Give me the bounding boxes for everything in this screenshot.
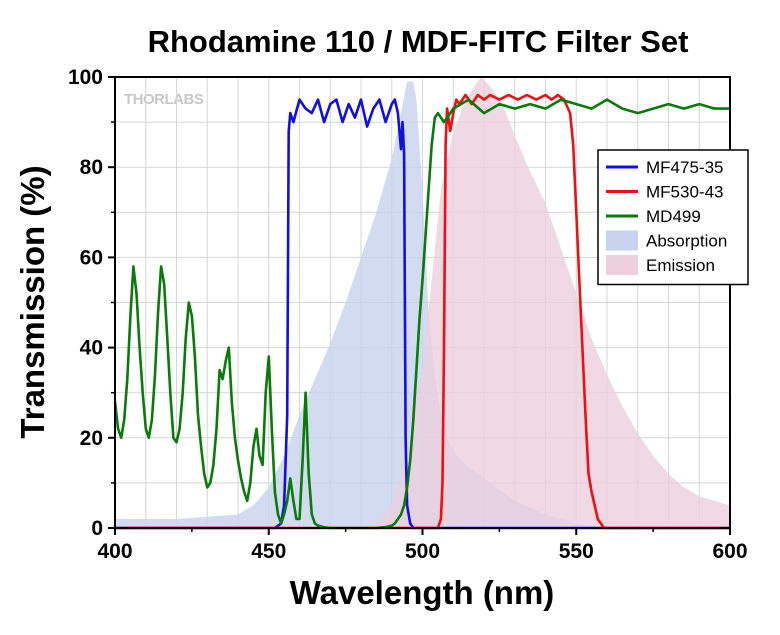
legend-swatch-emission <box>606 255 638 275</box>
legend: MF475-35 MF530-43 MD499 Absorption Emission <box>597 149 749 286</box>
y-tick-label: 100 <box>68 66 103 89</box>
legend-label-absorption: Absorption <box>646 232 727 251</box>
legend-label-mf475-35: MF475-35 <box>646 158 723 177</box>
plot-area: 400 450 500 550 600 0 20 40 60 80 100 MF475-35 MF530… <box>68 66 749 563</box>
y-tick-label: 40 <box>80 337 103 360</box>
watermark-logo: THORLABS <box>124 91 204 108</box>
y-tick-label: 20 <box>80 427 103 450</box>
x-tick-label: 550 <box>559 540 594 563</box>
y-axis-label: Transmission (%) <box>14 165 51 438</box>
x-tick-label: 450 <box>251 540 286 563</box>
y-tick-label: 80 <box>80 156 103 179</box>
series-area-emission <box>115 77 730 528</box>
x-tick-label: 500 <box>405 540 440 563</box>
series-line-md499 <box>113 98 730 530</box>
y-tick-label: 60 <box>80 246 103 269</box>
legend-label-md499: MD499 <box>646 207 701 226</box>
legend-swatch-absorption <box>606 230 638 251</box>
series-line-mf475-35 <box>115 98 730 530</box>
x-tick-label: 600 <box>712 540 747 563</box>
x-tick-label: 400 <box>97 540 132 563</box>
chart-title: Rhodamine 110 / MDF-FITC Filter Set <box>148 24 689 59</box>
legend-label-mf530-43: MF530-43 <box>646 183 723 202</box>
x-axis-label: Wavelength (nm) <box>290 574 555 611</box>
series-area-absorption <box>115 81 730 528</box>
y-tick-label: 0 <box>91 517 103 540</box>
legend-label-emission: Emission <box>646 256 715 275</box>
